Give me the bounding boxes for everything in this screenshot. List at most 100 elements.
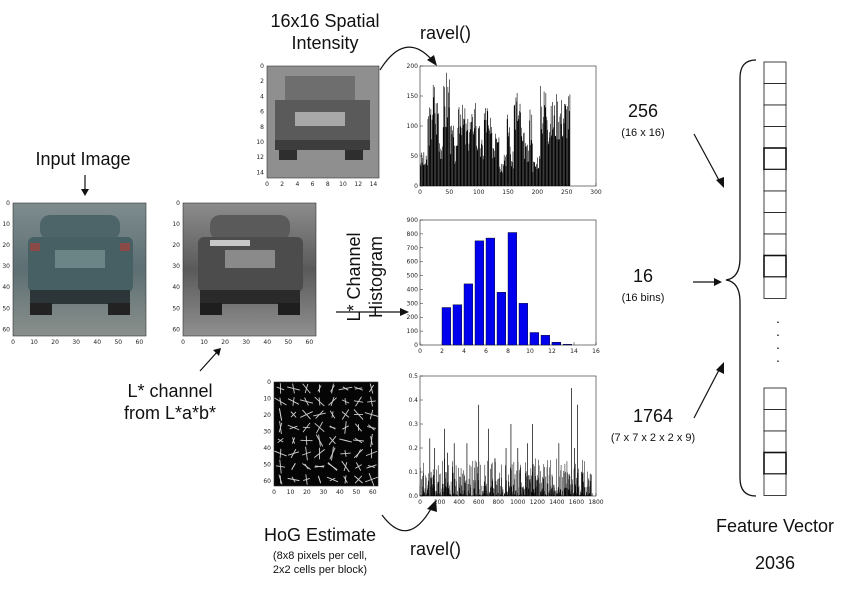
hog-stroke: [355, 462, 362, 471]
ravel-bar: [479, 126, 480, 186]
ravel-bar: [437, 114, 439, 186]
ravel-bar: [563, 123, 565, 186]
ravel-bar: [486, 132, 487, 186]
ravel-bar: [470, 129, 472, 186]
ravel-bar: [499, 166, 500, 186]
y-tick-label: 800: [407, 231, 419, 238]
ravel-bar: [540, 129, 542, 186]
ravel-bar: [487, 111, 489, 186]
y-tick-label: 40: [263, 445, 271, 452]
ravel-bar: [456, 145, 457, 186]
ravel-bar: [466, 131, 467, 186]
ravel-bar: [490, 117, 491, 186]
ravel-bar: [530, 140, 532, 186]
vector-cell: [763, 61, 787, 84]
y-tick-label: 60: [263, 478, 271, 485]
vector-ellipsis: · · · ·: [775, 313, 781, 368]
ravel-bar: [569, 111, 570, 186]
y-tick-label: 0.3: [408, 421, 418, 428]
ravel-bar: [533, 161, 534, 186]
ravel-top-label: ravel(): [420, 23, 472, 43]
ravel-bar: [489, 133, 491, 186]
ravel-bar: [552, 129, 554, 186]
ravel-bar: [425, 163, 426, 186]
ravel-bar: [524, 158, 526, 186]
ravel-bar: [513, 105, 515, 186]
ravel-bar: [438, 113, 439, 186]
y-tick-label: 700: [407, 245, 419, 252]
ravel-bar: [465, 123, 467, 186]
ravel-bar: [448, 107, 450, 186]
ravel-bar: [500, 163, 502, 186]
ravel-bar: [512, 162, 513, 186]
ravel-bar: [432, 114, 433, 186]
hog-stroke: [276, 386, 285, 391]
ravel-bar: [444, 106, 446, 186]
x-tick-label: 300: [590, 189, 602, 196]
ravel-bar: [498, 142, 499, 186]
ravel-bar: [555, 135, 557, 186]
hog-stroke: [315, 410, 324, 419]
x-tick-label: 20: [221, 339, 229, 346]
ravel-bar: [545, 93, 547, 186]
ravel-bar: [444, 87, 445, 186]
x-tick-label: 200: [532, 189, 544, 196]
ravel-bar: [446, 117, 448, 186]
ravel-bar: [488, 128, 490, 186]
ravel-bar: [430, 109, 432, 186]
vector-cell: [763, 473, 787, 496]
y-tick-label: 10: [172, 221, 180, 228]
ravel-bar: [442, 127, 444, 186]
y-tick-label: 0.5: [408, 373, 418, 380]
hog-stroke: [353, 448, 364, 459]
ravel-bar: [549, 137, 551, 186]
ravel-bar: [510, 154, 511, 186]
ravel-bar: [530, 145, 531, 186]
l-histogram-chart: 0 2 4 6 8 10 12 14 16 0 100 200 300 400 500 600 700 800 90…: [407, 217, 600, 355]
hog-stroke: [279, 409, 282, 420]
histogram-bar: [540, 335, 551, 346]
ravel-bar: [446, 72, 447, 186]
ravel-bar: [544, 107, 546, 186]
hog-stroke: [368, 384, 375, 393]
histogram-bar: [463, 283, 474, 346]
histogram-label: L* Channel Histogram: [343, 187, 387, 367]
ravel-bar: [550, 105, 552, 186]
y-tick-label: 40: [172, 284, 180, 291]
y-tick-label: 0.0: [408, 493, 418, 500]
histogram-bar: [452, 304, 463, 346]
ravel-bar: [506, 119, 508, 186]
curved-arrow-top-icon: [379, 46, 437, 71]
hog-note: (8x8 pixels per cell, 2x2 cells per bloc…: [245, 549, 395, 577]
y-tick-label: 6: [260, 109, 264, 116]
ravel-bar: [428, 145, 430, 186]
ravel-bar: [497, 142, 499, 186]
ravel-bar: [488, 125, 489, 186]
ravel-bar: [522, 140, 523, 186]
y-tick-label: 50: [410, 153, 418, 160]
ravel-bar: [508, 136, 509, 186]
hog-stroke: [338, 386, 353, 391]
feature-vector-title: Feature Vector: [715, 516, 835, 536]
ravel-bar: [464, 119, 465, 186]
ravel-bar: [469, 132, 470, 186]
histogram-bar: [551, 342, 562, 346]
ravel-bar: [564, 105, 566, 186]
y-tick-label: 600: [407, 259, 419, 266]
x-tick-label: 40: [93, 339, 101, 346]
hog-stroke: [318, 476, 321, 483]
hog-stroke: [344, 398, 347, 405]
ravel-bar: [436, 134, 438, 186]
ravel-bar: [434, 113, 436, 186]
ravel-bar: [534, 162, 535, 186]
ravel-bottom-label: ravel(): [410, 539, 462, 559]
count-spatial-formula: (16 x 16): [621, 127, 665, 139]
hog-stroke: [355, 396, 362, 407]
hog-stroke: [353, 439, 364, 442]
arrow-to-vector-mid-icon: [693, 278, 722, 286]
x-tick-label: 50: [353, 489, 361, 496]
hog-stroke: [329, 410, 336, 419]
hog-stroke: [304, 463, 309, 470]
x-tick-label: 40: [336, 489, 344, 496]
